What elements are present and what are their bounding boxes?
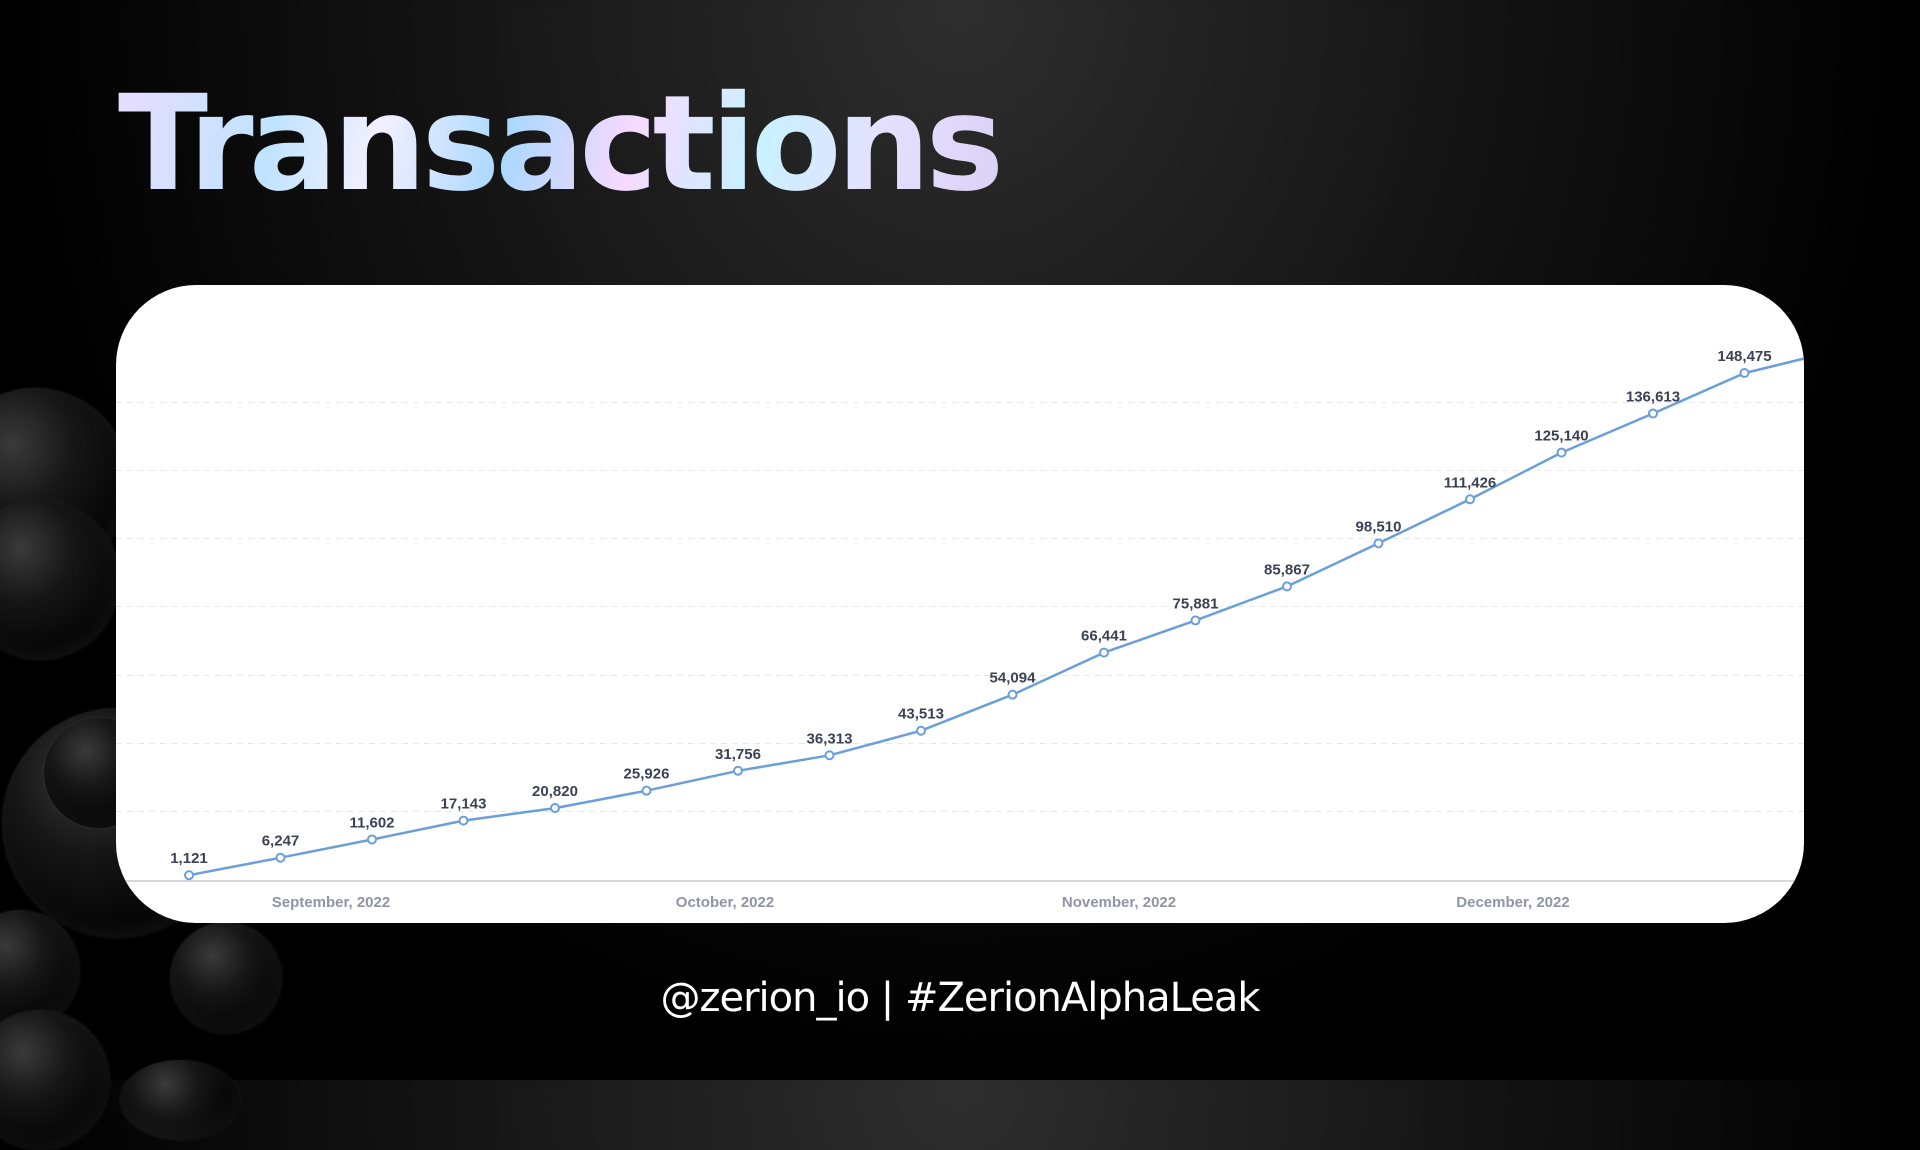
decorative-sphere bbox=[120, 1060, 240, 1140]
data-point bbox=[458, 815, 469, 826]
decorative-sphere bbox=[170, 922, 282, 1034]
data-point bbox=[1648, 408, 1658, 419]
data-label: 136,613 bbox=[1626, 388, 1680, 405]
data-label: 36,313 bbox=[807, 730, 853, 747]
data-point bbox=[1373, 538, 1384, 549]
data-point bbox=[916, 725, 926, 736]
data-label: 1,121 bbox=[170, 850, 208, 867]
data-point bbox=[550, 803, 560, 814]
data-label: 111,426 bbox=[1444, 474, 1497, 491]
x-tick-label: December, 2022 bbox=[1456, 894, 1569, 911]
x-tick-label: October, 2022 bbox=[676, 894, 774, 911]
data-point bbox=[1465, 494, 1475, 505]
data-point bbox=[275, 852, 286, 863]
data-point bbox=[184, 870, 194, 881]
data-label: 20,820 bbox=[532, 783, 578, 800]
data-point bbox=[824, 750, 835, 761]
page-title: Transactions bbox=[118, 67, 1004, 221]
data-point bbox=[1282, 581, 1292, 592]
data-label: 11,602 bbox=[349, 814, 394, 831]
data-label: 25,926 bbox=[624, 766, 670, 783]
data-label: 75,881 bbox=[1173, 595, 1219, 612]
data-label: 43,513 bbox=[898, 706, 944, 723]
x-tick-label: September, 2022 bbox=[272, 894, 390, 911]
data-label: 6,247 bbox=[262, 833, 300, 850]
data-points bbox=[184, 368, 1750, 881]
data-label: 148,475 bbox=[1717, 348, 1771, 365]
data-label: 31,756 bbox=[715, 746, 761, 763]
data-label: 98,510 bbox=[1356, 518, 1402, 535]
data-label: 85,867 bbox=[1264, 561, 1310, 578]
data-point bbox=[1190, 615, 1201, 626]
chart-card: 1,121 6,247 11,602 17,143 20,820 25,926 31,756… bbox=[116, 285, 1804, 923]
data-point bbox=[1556, 447, 1567, 458]
decorative-sphere bbox=[0, 1010, 110, 1150]
gridlines bbox=[116, 402, 1804, 812]
data-label: 17,143 bbox=[441, 796, 487, 813]
data-label: 66,441 bbox=[1081, 628, 1127, 645]
data-label: 125,140 bbox=[1534, 428, 1588, 445]
data-point bbox=[1007, 689, 1018, 700]
data-point bbox=[733, 765, 743, 776]
data-label: 54,094 bbox=[990, 670, 1037, 687]
data-point bbox=[1099, 647, 1109, 658]
data-point bbox=[641, 785, 652, 796]
x-tick-label: November, 2022 bbox=[1062, 894, 1176, 911]
footer-handles: @zerion_io | #ZerionAlphaLeak bbox=[660, 975, 1261, 1021]
data-labels: 1,121 6,247 11,602 17,143 20,820 25,926 31,756… bbox=[170, 348, 1771, 867]
data-point bbox=[1739, 368, 1750, 379]
data-point bbox=[367, 834, 377, 845]
transactions-line-chart: 1,121 6,247 11,602 17,143 20,820 25,926 31,756… bbox=[116, 348, 1804, 911]
x-tick-labels: September, 2022 October, 2022 November, 20… bbox=[272, 894, 1570, 911]
